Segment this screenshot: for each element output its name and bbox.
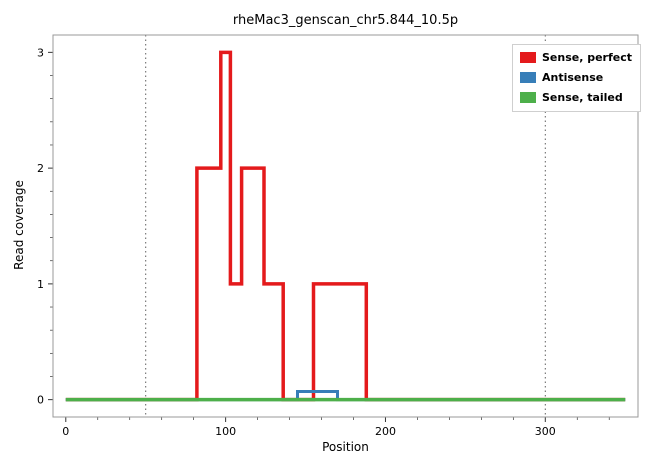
legend-item: Antisense — [519, 71, 632, 84]
legend-item: Sense, perfect — [519, 51, 632, 64]
chart-title: rheMac3_genscan_chr5.844_10.5p — [232, 13, 459, 28]
y-tick-label: 0 — [37, 394, 44, 407]
x-axis-label: Position — [322, 440, 369, 454]
legend-swatch-icon — [519, 52, 536, 63]
legend-label: Sense, tailed — [541, 91, 623, 104]
legend-swatch-icon — [519, 72, 536, 83]
y-tick-label: 2 — [37, 162, 44, 175]
x-tick-label: 100 — [215, 425, 236, 438]
panel-border — [52, 34, 639, 418]
y-tick-label: 3 — [37, 46, 44, 59]
y-tick-label: 1 — [37, 278, 44, 291]
x-tick-label: 0 — [62, 425, 69, 438]
x-tick-label: 300 — [535, 425, 556, 438]
x-tick-label: 200 — [375, 425, 396, 438]
legend: Sense, perfect Antisense Sense, tailed — [511, 44, 641, 112]
legend-label: Antisense — [541, 71, 604, 84]
legend-label: Sense, perfect — [541, 51, 632, 64]
legend-swatch-icon — [519, 92, 536, 103]
series-line-sense-perfect — [65, 50, 626, 402]
legend-item: Sense, tailed — [519, 91, 632, 104]
y-axis-label: Read coverage — [12, 180, 26, 270]
